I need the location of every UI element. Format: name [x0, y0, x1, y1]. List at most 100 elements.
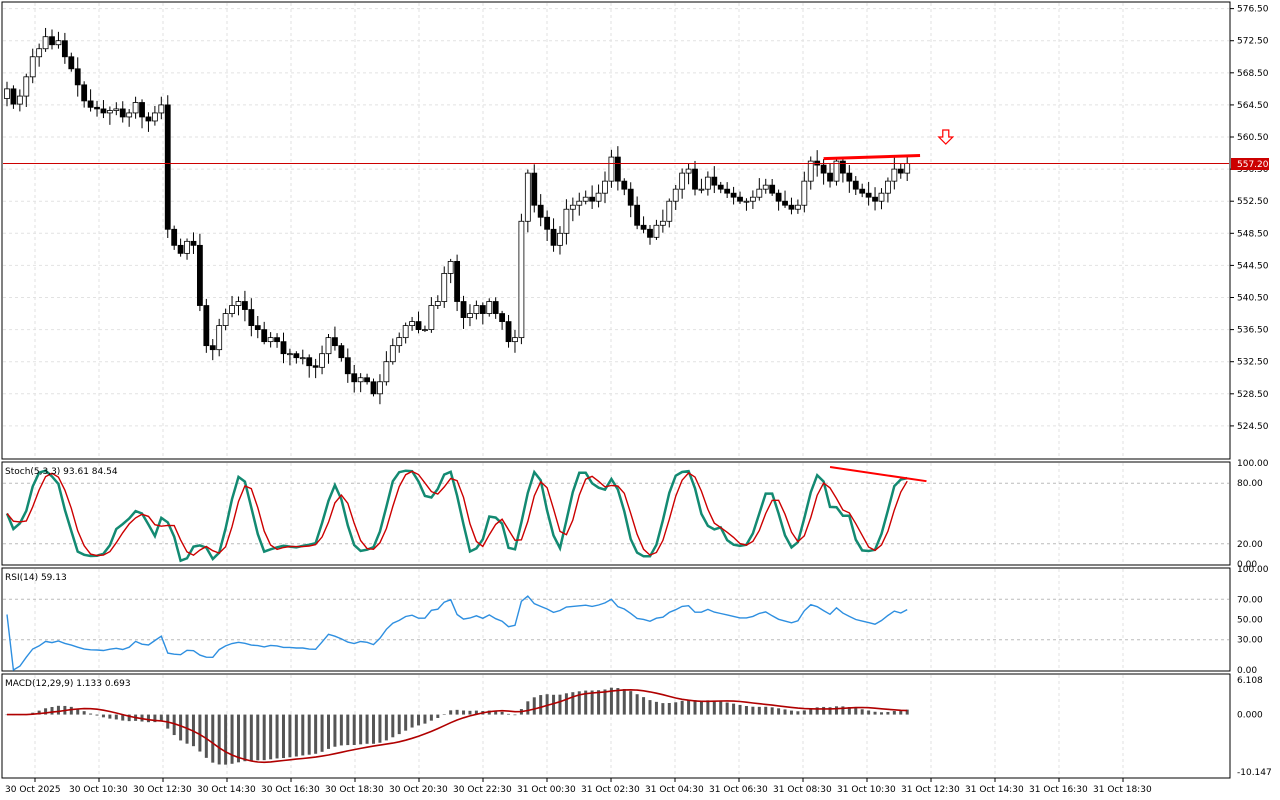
candle-body	[524, 172, 531, 222]
current-price-badge	[1231, 158, 1269, 170]
candle-body	[312, 365, 319, 368]
candle-body	[428, 305, 435, 331]
stoch-tick-label: 0.00	[1237, 560, 1257, 570]
macd-histogram-bar	[526, 701, 530, 715]
candle-body	[743, 200, 750, 203]
candle-body	[479, 305, 486, 314]
candle-body	[788, 204, 795, 210]
candle-body	[402, 325, 409, 339]
macd-histogram-bar	[462, 710, 466, 715]
macd-histogram-bar	[867, 710, 871, 715]
macd-histogram-bar	[584, 690, 588, 715]
macd-histogram-bar	[301, 714, 305, 756]
macd-histogram-bar	[269, 714, 273, 760]
rsi-indicator: 100.00 70.00 50.00 30.00 0.00	[3, 565, 1269, 676]
rsi-tick-label: 70.00	[1237, 595, 1263, 605]
macd-histogram-bar	[674, 702, 678, 715]
macd-histogram-bar	[468, 710, 472, 715]
macd-indicator: 6.108 0.000 -10.147	[5, 676, 1272, 778]
candle-body	[203, 305, 210, 347]
stoch-tick-label: 80.00	[1237, 479, 1263, 489]
price-tick-label: 568.50	[1237, 69, 1269, 79]
candle-body	[820, 164, 827, 174]
candle-body	[299, 357, 306, 360]
macd-histogram-bar	[172, 714, 176, 736]
macd-histogram-bar	[346, 714, 350, 746]
macd-histogram-bar	[642, 697, 646, 715]
price-resistance-trendline[interactable]	[823, 153, 921, 161]
candle-body	[119, 108, 126, 118]
candle-body	[23, 76, 30, 97]
stoch-d-line	[6, 470, 908, 557]
candle-body	[280, 341, 287, 355]
candle-body	[61, 40, 68, 58]
candle-body	[717, 184, 724, 190]
macd-tick-label: 0.000	[1237, 711, 1263, 721]
macd-histogram-bar	[198, 714, 202, 752]
macd-histogram-bar	[847, 707, 851, 715]
time-tick-label: 30 Oct 10:30	[69, 785, 128, 795]
candle-body	[151, 112, 158, 122]
candle-body	[608, 156, 615, 182]
candle-body	[897, 168, 904, 174]
stoch-divergence-trendline[interactable]	[829, 466, 927, 483]
candle-body	[49, 36, 55, 46]
macd-histogram-bar	[417, 714, 421, 726]
candle-body	[672, 188, 679, 202]
macd-histogram-bar	[494, 711, 498, 715]
price-tick-label: 560.50	[1237, 133, 1269, 143]
macd-histogram-bar	[410, 714, 414, 728]
candle-body	[685, 168, 692, 174]
macd-histogram-bar	[294, 714, 298, 757]
candle-body	[724, 188, 731, 194]
stoch-label: Stoch(5,3,3) 93.61 84.54	[5, 467, 118, 477]
candle-body	[576, 200, 583, 206]
candle-body	[190, 240, 197, 246]
candle-body	[550, 228, 557, 246]
macd-histogram-bar	[616, 688, 620, 715]
grid-lines	[3, 3, 1229, 777]
macd-histogram-bar	[854, 708, 858, 715]
macd-histogram-bar	[44, 708, 48, 715]
macd-histogram-bar	[397, 714, 401, 735]
candle-body	[248, 309, 255, 326]
macd-histogram-bar	[777, 708, 781, 715]
candle-body	[749, 196, 756, 202]
rsi-panel[interactable]	[1, 567, 1231, 672]
candle-body	[505, 321, 512, 343]
rsi-line	[6, 595, 908, 672]
time-tick-label: 31 Oct 18:30	[1093, 785, 1152, 795]
macd-histogram-bar	[648, 700, 652, 715]
candle-body	[126, 112, 133, 118]
price-panel[interactable]	[1, 1, 1231, 460]
candle-body	[287, 353, 293, 356]
candle-body	[164, 104, 171, 230]
macd-histogram-bar	[95, 714, 99, 716]
macd-histogram-bar	[108, 714, 112, 719]
sell-arrow-icon[interactable]	[937, 129, 955, 145]
macd-histogram-bar	[828, 707, 832, 715]
macd-histogram-bar	[442, 714, 446, 715]
candle-body	[614, 156, 621, 182]
candle-body	[357, 377, 364, 383]
candle-body	[94, 106, 100, 110]
candle-body	[209, 345, 216, 351]
macd-histogram-bar	[359, 714, 363, 745]
candle-body	[344, 357, 351, 375]
macd-histogram-bar	[384, 714, 388, 741]
time-tick-label: 30 Oct 14:30	[197, 785, 256, 795]
macd-histogram-bar	[738, 704, 742, 715]
candle-body	[216, 325, 223, 351]
candle-body	[319, 353, 325, 368]
stoch-tick-label: 20.00	[1237, 540, 1263, 550]
macd-histogram-bar	[487, 710, 491, 715]
candle-body	[145, 116, 152, 122]
macd-histogram-bar	[69, 706, 73, 715]
candle-body	[325, 337, 332, 355]
macd-histogram-bar	[352, 714, 356, 745]
macd-histogram-bar	[687, 699, 691, 715]
candle-body	[602, 180, 608, 194]
candle-body	[332, 337, 338, 347]
candle-body	[782, 200, 788, 206]
